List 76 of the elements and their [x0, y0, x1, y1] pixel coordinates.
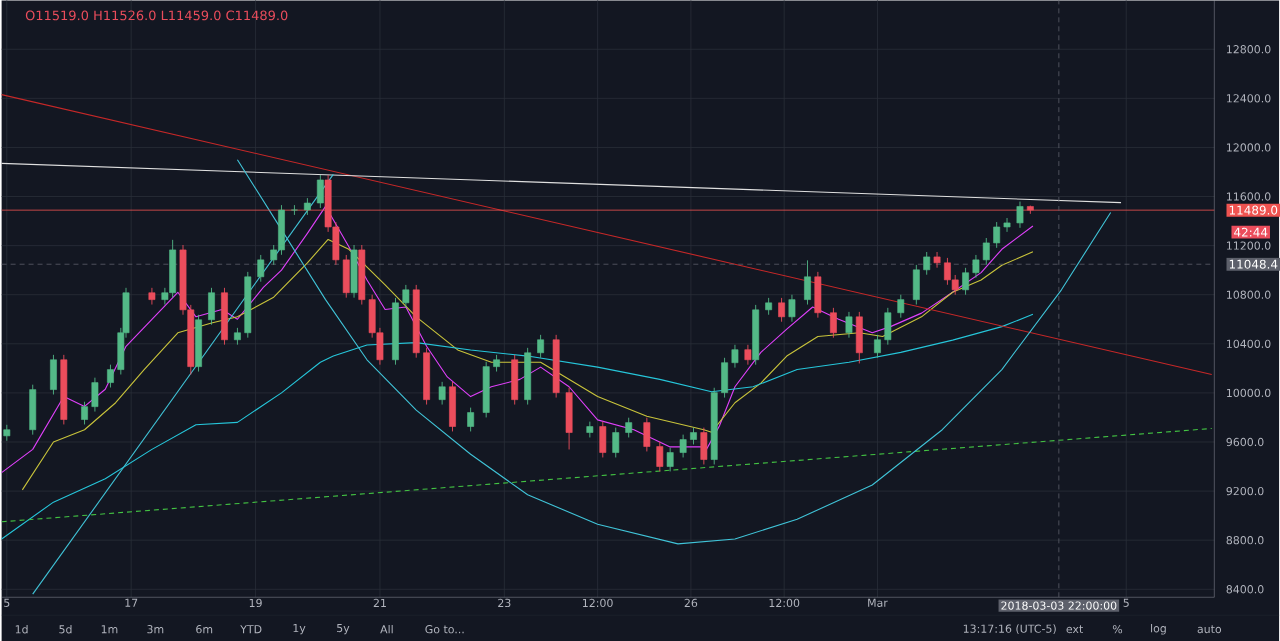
candlestick	[666, 447, 674, 472]
candlestick	[537, 334, 545, 359]
text: 5y	[337, 623, 350, 635]
candlestick	[874, 334, 881, 359]
candlestick	[778, 297, 785, 323]
y-tick-label: 9200.0	[1226, 486, 1264, 496]
x-tick-label: 5	[1123, 598, 1129, 607]
y-tick-label: 12000.0	[1227, 143, 1271, 152]
x-tick-label: 12:00	[769, 598, 800, 607]
line-series	[21, 238, 1034, 491]
text: Go to...	[425, 624, 464, 634]
text: ext	[1066, 625, 1083, 634]
candlestick	[467, 407, 475, 432]
candlestick	[933, 251, 941, 269]
candlestick	[625, 417, 633, 438]
x-tick-label: 12:00	[582, 598, 613, 607]
text: O11519.0 H11526.0 L11459.0 C11489.0	[25, 10, 288, 21]
candlestick	[804, 259, 811, 305]
y-tick-label: 8400.0	[1226, 585, 1264, 594]
ref-line-label: 11048.4	[1229, 259, 1278, 269]
candlestick	[1016, 201, 1024, 229]
y-tick-label: 12400.0	[1227, 94, 1271, 103]
y-tick-label: 10000.0	[1227, 388, 1271, 397]
x-tick-label: Mar	[868, 598, 888, 607]
candlestick	[923, 251, 931, 276]
candlestick	[402, 284, 410, 309]
candlestick	[612, 427, 620, 458]
x-tick-label: 26	[684, 598, 698, 607]
candlestick	[1003, 217, 1011, 233]
candlestick	[107, 364, 114, 388]
x-tick-label: 21	[373, 598, 386, 607]
candlestick	[788, 294, 796, 323]
y-tick-label: 10800.0	[1227, 290, 1271, 299]
x-tick-label: 19	[249, 598, 262, 607]
text: 42:44	[1234, 227, 1268, 237]
candlestick	[845, 311, 853, 339]
candlestick	[972, 254, 980, 279]
x-tick-label: 17	[125, 598, 138, 607]
candlestick	[656, 441, 664, 472]
x-tick-label: 23	[498, 598, 511, 607]
text: 1m	[101, 625, 118, 634]
text: 3m	[147, 624, 164, 634]
y-tick-label: 12800.0	[1227, 45, 1271, 54]
text: All	[380, 624, 393, 634]
text: %	[1112, 624, 1123, 634]
y-tick-label: 10400.0	[1227, 339, 1271, 348]
text: 6m	[196, 624, 213, 634]
candlestick	[731, 344, 739, 368]
text: 13:17:16 (UTC-5)	[963, 624, 1056, 635]
candlestick	[993, 221, 1001, 249]
text: 1d	[15, 624, 28, 634]
candlestick	[962, 267, 969, 296]
candlestick	[257, 254, 265, 283]
candlestick	[81, 401, 88, 425]
candlestick	[679, 434, 687, 458]
text: log	[1151, 623, 1166, 635]
y-tick-label: 11600.0	[1227, 192, 1271, 201]
candlestick	[744, 344, 752, 366]
text: auto	[1197, 625, 1222, 634]
candlestick	[982, 237, 990, 266]
candlestick	[643, 417, 651, 452]
ref-line-label: 11489.0	[1229, 205, 1278, 215]
candlestick	[316, 174, 324, 209]
y-tick-label: 9600.0	[1226, 437, 1264, 447]
y-tick-label: 8800.0	[1226, 535, 1264, 545]
candlestick	[830, 307, 837, 339]
ref-line-label: 2018-03-03 22:00:00	[1001, 601, 1117, 610]
candlestick	[897, 294, 905, 319]
candlestick	[438, 381, 446, 405]
candlestick	[148, 287, 156, 305]
text: 5d	[59, 624, 72, 634]
x-tick-label: 5	[4, 598, 10, 607]
y-tick-label: 11200.0	[1227, 241, 1271, 250]
text: 1y	[293, 623, 306, 635]
line-series	[1, 313, 1034, 540]
text: YTD	[240, 625, 262, 634]
